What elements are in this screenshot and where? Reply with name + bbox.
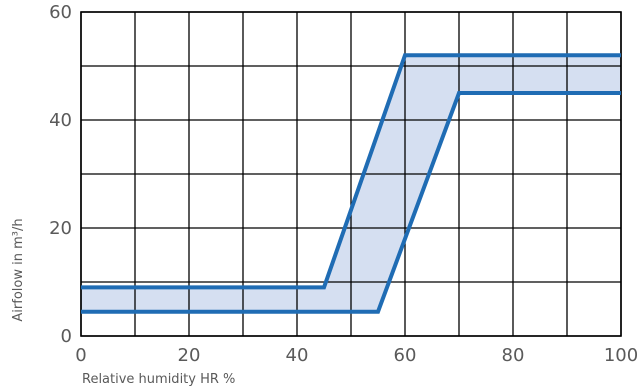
x-tick-label: 40 (286, 345, 309, 366)
x-tick-label: 20 (178, 345, 201, 366)
upper-limit-line (81, 53, 621, 290)
x-tick-label: 100 (604, 345, 638, 366)
series-lines-layer (81, 53, 621, 314)
grid-layer (80, 11, 622, 337)
x-tick-label: 60 (394, 345, 417, 366)
y-tick-label: 40 (49, 110, 72, 131)
y-tick-label: 60 (49, 2, 72, 23)
y-tick-label: 20 (49, 218, 72, 239)
x-tick-label: 80 (502, 345, 525, 366)
tick-labels-layer: 0 20 40 60 80 100 0 20 40 60 (49, 2, 638, 366)
y-axis-label: Airfolow in m³/h (11, 218, 26, 321)
x-axis-label: Relative humidity HR % (82, 372, 235, 387)
y-tick-label: 0 (61, 326, 72, 347)
plot-frame (80, 11, 622, 337)
x-tick-label: 0 (75, 345, 86, 366)
lower-limit-line (81, 91, 621, 314)
